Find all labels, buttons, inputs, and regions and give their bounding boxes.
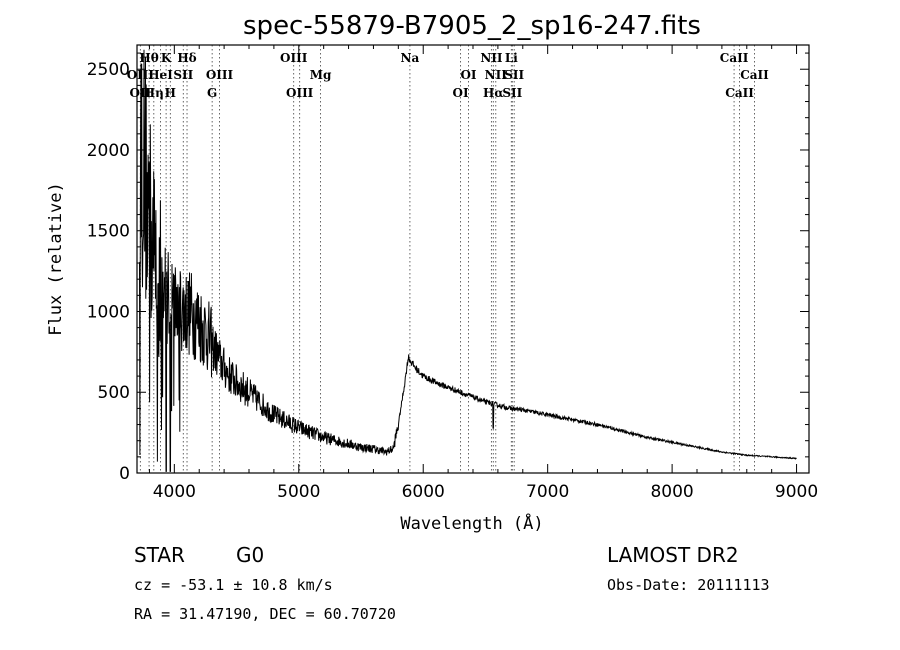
spectral-line-label: OIII <box>286 86 314 100</box>
spectral-line-label: SII <box>173 68 193 82</box>
spectral-line-label: OI <box>453 86 469 100</box>
observation-date: Obs-Date: 20111113 <box>607 576 770 594</box>
spectral-line-label: Li <box>505 51 518 65</box>
spectrum-series-line <box>139 49 797 472</box>
coordinates: RA = 31.47190, DEC = 60.70720 <box>134 605 396 623</box>
x-axis-label: Wavelength (Å) <box>400 512 543 534</box>
spectral-line-label: SII <box>504 68 524 82</box>
spectral-line-label: CaII <box>720 51 749 65</box>
y-tick-label: 2000 <box>87 141 130 161</box>
plot-frame <box>136 44 810 474</box>
spectral-line-label: Hδ <box>177 51 196 65</box>
x-tick-label: 9000 <box>775 482 818 502</box>
spectral-line-label: SII <box>502 86 522 100</box>
spectral-line-label: NII <box>485 68 508 82</box>
object-subclass: G0 <box>236 543 264 567</box>
spectral-line-label: HeI <box>148 68 173 82</box>
chart-title: spec-55879-B7905_2_sp16-247.fits <box>243 11 701 41</box>
spectral-line-label: Hα <box>483 86 504 100</box>
spectral-line-label: CaII <box>740 68 769 82</box>
y-tick-label: 500 <box>98 383 130 403</box>
redshift-velocity: cz = -53.1 ± 10.8 km/s <box>134 576 333 594</box>
y-tick-label: 2500 <box>87 60 130 80</box>
y-tick-label: 1500 <box>87 222 130 242</box>
spectral-line-label: Hθ <box>139 51 158 65</box>
spectral-line-label: OIII <box>206 68 234 82</box>
y-tick-label: 0 <box>119 464 130 484</box>
spectral-line-label: H <box>165 86 176 100</box>
x-axis-ticks: 4000 5000 6000 7000 8000 9000 <box>148 45 818 502</box>
y-axis-label: Flux (relative) <box>46 182 66 336</box>
y-axis-ticks: 0 500 1000 1500 2000 2500 <box>87 52 809 484</box>
spectral-line-label: OI <box>460 68 476 82</box>
y-tick-label: 1000 <box>87 302 130 322</box>
survey-name: LAMOST DR2 <box>607 543 739 567</box>
spectral-line-label: OIII <box>280 51 308 65</box>
spectral-line-label: CaII <box>725 86 754 100</box>
x-tick-label: 8000 <box>650 482 693 502</box>
object-class: STAR <box>134 543 185 567</box>
x-tick-label: 7000 <box>526 482 569 502</box>
x-tick-label: 5000 <box>277 482 320 502</box>
spectral-line-label: Na <box>401 51 420 65</box>
spectral-line-label: G <box>207 86 217 100</box>
spectral-line-markers <box>139 45 755 473</box>
spectral-line-label: Mg <box>310 68 332 82</box>
spectral-line-label: K <box>161 51 172 65</box>
spectral-line-label: Hη <box>144 86 164 100</box>
x-tick-label: 6000 <box>402 482 445 502</box>
spectral-line-label: NII <box>480 51 503 65</box>
x-tick-label: 4000 <box>153 482 196 502</box>
